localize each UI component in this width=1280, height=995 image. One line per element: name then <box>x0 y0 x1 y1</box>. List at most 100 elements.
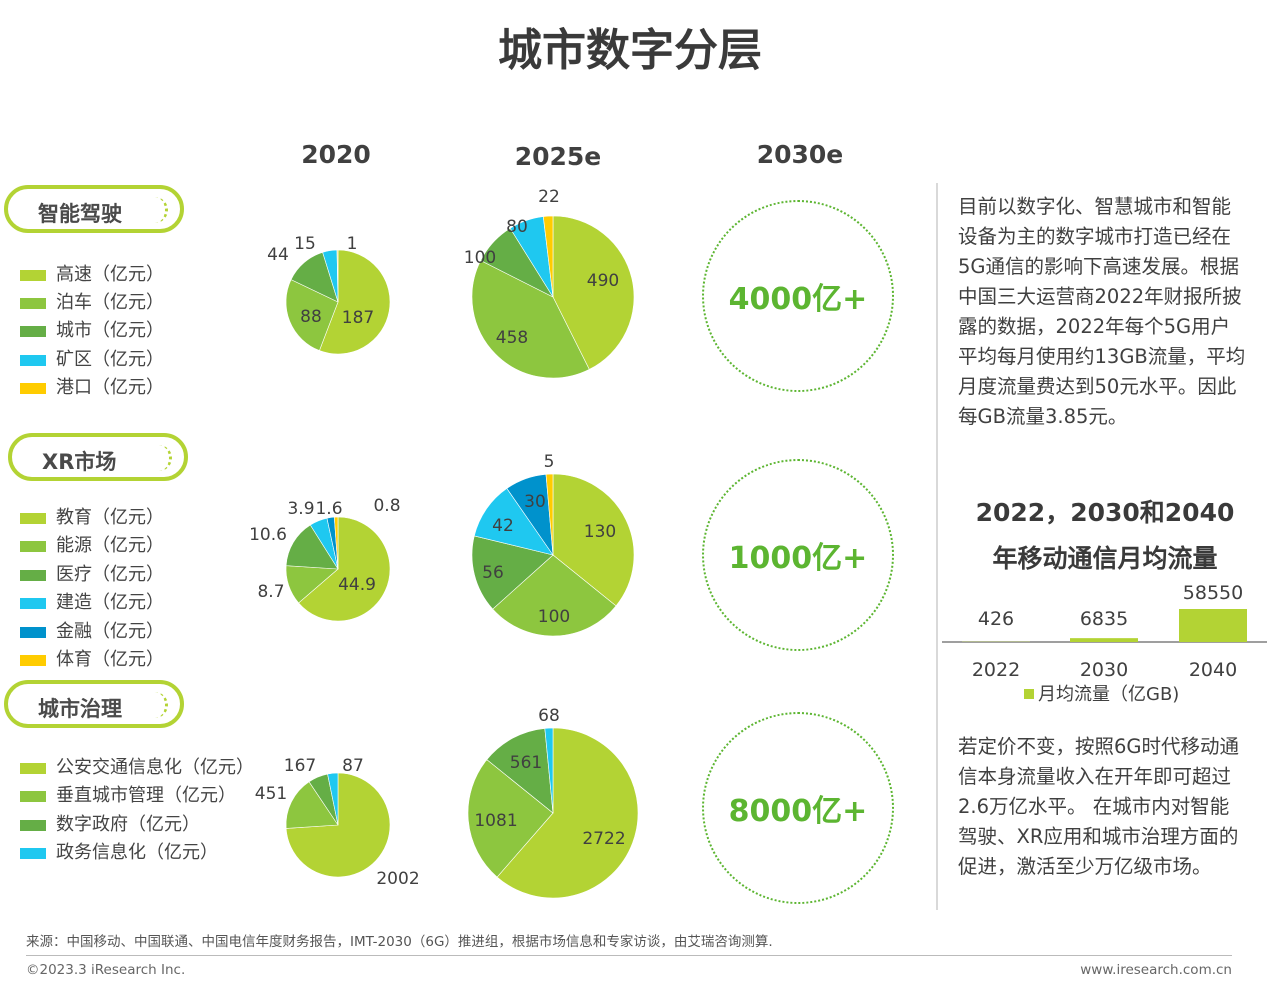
legend-swatch <box>20 790 46 802</box>
pie-data-label: 44 <box>267 245 289 265</box>
bar-value-label: 6835 <box>1080 608 1128 630</box>
pie-data-label: 1081 <box>474 811 518 831</box>
legend-item: 医疗（亿元） <box>20 560 164 586</box>
legend-swatch <box>20 847 46 859</box>
pie-data-label: 1 <box>346 234 358 254</box>
bar-chart-title-line1: 2022，2030和2040 <box>975 498 1235 527</box>
pie-data-label: 56 <box>482 563 504 583</box>
bar-chart-title: 2022，2030和2040 年移动通信月均流量 <box>940 490 1270 582</box>
pie-slice <box>542 215 554 298</box>
dots-icon <box>155 197 168 223</box>
pie-data-label: 87 <box>342 756 364 776</box>
legend-label: 建造（亿元） <box>56 592 164 613</box>
legend-label: 金融（亿元） <box>56 621 164 642</box>
pie-slice <box>544 727 554 814</box>
legend-swatch <box>20 540 46 552</box>
pie-data-label: 167 <box>283 756 317 776</box>
total-2030e-value: 4000亿+ <box>728 282 868 317</box>
pie-data-label: 2722 <box>582 829 626 849</box>
bar-chart: 426 2022 6835 2030 58550 2040 月均流量（亿GB) <box>942 582 1267 705</box>
pie-slice <box>285 781 339 829</box>
legend-swatch <box>20 297 46 309</box>
pie-slice <box>298 516 391 622</box>
year-2025e: 2025e <box>514 142 602 171</box>
legend-swatch <box>20 269 46 281</box>
pie-data-label: 88 <box>300 307 322 327</box>
year-2020: 2020 <box>301 140 371 169</box>
legend-label: 数字政府（亿元） <box>56 814 200 835</box>
group-title: 城市治理 <box>38 697 122 721</box>
pie-data-label: 451 <box>254 784 288 804</box>
year-2030e: 2030e <box>756 140 844 169</box>
legend-label: 高速（亿元） <box>56 264 164 285</box>
bar-category-label: 2030 <box>1080 659 1128 681</box>
legend-swatch <box>20 819 46 831</box>
pie-slice <box>552 215 635 370</box>
footer-divider <box>26 955 1232 956</box>
pie-slice <box>496 727 639 899</box>
legend-item: 教育（亿元） <box>20 503 164 529</box>
legend-item: 能源（亿元） <box>20 531 164 557</box>
dots-icon <box>159 445 172 471</box>
total-2030e-circle: 1000亿+ <box>702 459 894 651</box>
pie-slice <box>333 516 339 570</box>
pie-data-label: 100 <box>537 607 571 627</box>
page-title: 城市数字分层 <box>498 25 762 76</box>
legend-label: 港口（亿元） <box>56 377 164 398</box>
pie-slice <box>486 728 554 814</box>
pie-slice <box>467 759 554 878</box>
website: www.iresearch.com.cn <box>1080 962 1232 978</box>
pie-data-label: 0.8 <box>373 496 401 516</box>
pie-data-label: 8.7 <box>257 582 285 602</box>
legend-item: 建造（亿元） <box>20 588 164 614</box>
bar-legend-label: 月均流量（亿GB) <box>1038 684 1179 705</box>
legend-label: 泊车（亿元） <box>56 292 164 313</box>
total-2030e-value: 1000亿+ <box>728 541 868 576</box>
copyright: ©2023.3 iResearch Inc. <box>26 962 186 978</box>
pie-data-label: 15 <box>294 234 316 254</box>
pie-data-label: 80 <box>506 217 528 237</box>
total-2030e-circle: 8000亿+ <box>702 712 894 904</box>
legend-item: 泊车（亿元） <box>20 288 164 314</box>
pie-slice <box>327 772 339 826</box>
legend-item: 矿区（亿元） <box>20 345 164 371</box>
group-title: 智能驾驶 <box>38 202 122 226</box>
legend-swatch <box>20 354 46 366</box>
intro-paragraph: 目前以数字化、智慧城市和智能设备为主的数字城市打造已经在5G通信的影响下高速发展… <box>958 195 1246 428</box>
pie-data-label: 490 <box>586 271 620 291</box>
pie-data-label: 187 <box>341 308 375 328</box>
bar-chart-title-line2: 年移动通信月均流量 <box>992 544 1218 573</box>
pie-slice <box>492 554 617 637</box>
legend-swatch <box>20 626 46 638</box>
legend-item: 城市（亿元） <box>20 316 164 342</box>
legend-item: 港口（亿元） <box>20 373 164 399</box>
pie-slice <box>336 249 339 303</box>
pie-data-label: 44.9 <box>338 575 376 595</box>
pie-data-label: 10.6 <box>249 525 287 545</box>
source-note: 来源：中国移动、中国联通、中国电信年度财务报告，IMT-2030（6G）推进组，… <box>26 934 773 950</box>
pie-data-label: 1.6 <box>315 499 343 519</box>
pie-data-label: 3.9 <box>287 499 315 519</box>
legend-swatch <box>1024 689 1034 699</box>
pie-slice <box>471 260 590 379</box>
pie-data-label: 5 <box>543 452 555 472</box>
divider <box>936 183 938 910</box>
total-2030e-value: 8000亿+ <box>728 794 868 829</box>
pie-data-label: 22 <box>538 187 560 207</box>
group-title: XR市场 <box>42 450 117 474</box>
legend-item: 体育（亿元） <box>20 645 164 671</box>
pie-data-label: 100 <box>463 248 497 268</box>
pie-data-label: 130 <box>583 522 617 542</box>
legend-label: 公安交通信息化（亿元） <box>56 757 254 778</box>
total-2030e-circle: 4000亿+ <box>702 200 894 392</box>
legend-label: 教育（亿元） <box>56 507 164 528</box>
legend-swatch <box>20 654 46 666</box>
legend-swatch <box>20 382 46 394</box>
dots-icon <box>155 692 168 718</box>
group-header: 城市治理 <box>4 680 184 728</box>
legend-swatch <box>20 325 46 337</box>
conclusion-paragraph: 若定价不变，按照6G时代移动通信本身流量收入在开年即可超过2.6万亿水平。 在城… <box>958 735 1240 878</box>
legend-item: 政务信息化（亿元） <box>20 838 218 864</box>
pie-data-label: 561 <box>509 753 543 773</box>
